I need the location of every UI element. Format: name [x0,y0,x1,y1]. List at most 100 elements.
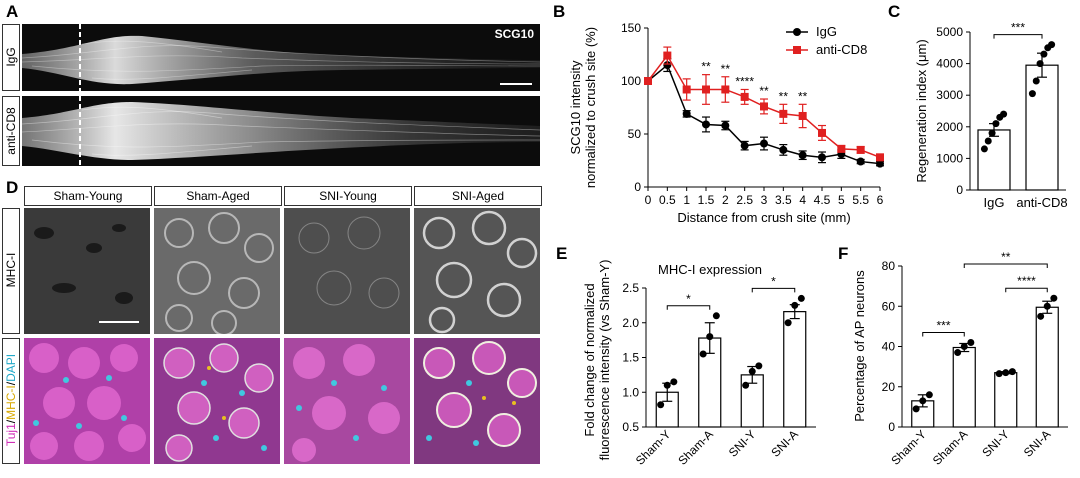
f-sig-label: *** [936,318,950,332]
c-y-axis-title: Regeneration index (μm) [914,39,929,182]
c-ytick-label: 5000 [936,25,963,39]
b-point-IgG [798,151,807,160]
b-xtick-label: 4.5 [814,193,831,207]
c-sig-bracket [993,34,1043,39]
e-ytick-label: 2.5 [622,281,639,295]
b-xtick-label: 2 [722,193,729,207]
e-datapoint [784,319,792,327]
row-label-box-merge [2,338,20,464]
f-ytick-label: 40 [882,340,896,354]
image-mhc-sni-aged [414,208,540,334]
b-point-anti-CD8 [876,153,884,162]
b-point-IgG [818,153,826,162]
e-bar [783,311,807,428]
f-bar [1035,306,1059,428]
e-sig-bracket [751,287,796,293]
c-datapoint [1028,90,1036,98]
b-legend-marker [793,46,801,54]
b-xtick-label: 5.5 [852,193,869,207]
image-mhc-sham-young [24,208,150,334]
label-mhc: MHC-I [4,385,18,420]
b-point-anti-CD8 [682,85,691,94]
e-ytick-label: 2.0 [622,316,639,330]
f-sig-label: ** [1001,250,1011,264]
b-y-axis-title-line: SCG10 intensity [568,60,583,154]
e-ytick-label: 1.0 [622,385,639,399]
b-point-anti-CD8 [702,85,710,94]
b-point-IgG [702,120,710,129]
b-x-axis-title: Distance from crush site (mm) [677,210,850,225]
e-sig-label: * [771,274,776,288]
label-tuj1: Tuj1 [4,423,18,447]
b-point-anti-CD8 [818,128,826,137]
b-point-anti-CD8 [856,145,865,154]
b-y-axis-title-line: normalized to crush site (%) [583,27,598,188]
panel-label-b: B [553,2,566,21]
row-label-igg: IgG [4,47,18,67]
f-bar [994,372,1018,428]
image-merge-sni-young [284,338,410,464]
panel-label-c: C [888,2,901,21]
b-legend-label: IgG [816,24,837,39]
f-ytick-label: 60 [882,299,896,313]
c-ytick-label: 1000 [936,151,963,165]
image-mhc-sni-young [284,208,410,334]
col-head-sni-aged: SNI-Aged [414,186,542,206]
f-datapoint [995,370,1003,378]
col-head-sham-aged: Sham-Aged [154,186,282,206]
row-label-box-anticd8 [2,96,20,166]
col-head-sni-young: SNI-Young [284,186,412,206]
f-xtick-label: SNI-A [1021,427,1054,460]
f-bar [952,346,976,428]
f-datapoint [1002,369,1010,377]
b-point-IgG [779,145,788,154]
f-sig-label: **** [1017,274,1036,288]
f-datapoint [1050,294,1058,302]
c-ytick-label: 2000 [936,120,963,134]
nerve-image-anticd8 [22,96,540,166]
panel-label-f: F [838,244,849,263]
e-xtick-label: Sham-A [675,427,716,468]
e-sig-label: * [686,292,691,306]
f-sig-bracket [922,331,965,337]
e-datapoint [748,367,756,375]
e-sig-bracket [666,305,711,310]
b-xtick-label: 0.5 [659,193,676,207]
panel-label-e: E [556,244,568,263]
e-xtick-label: SNI-Y [726,427,759,460]
c-datapoint [1032,77,1040,85]
e-datapoint [670,378,678,386]
c-datapoint [1036,60,1044,68]
label-sep-1: / [4,419,18,424]
e-title: MHC-I expression [658,262,762,277]
c-ytick-label: 0 [956,183,963,197]
b-point-IgG [721,121,730,130]
b-ytick-label: 150 [621,21,641,35]
c-datapoint [984,137,992,145]
f-datapoint [919,397,927,405]
b-point-IgG [663,61,672,70]
b-xtick-label: 2.5 [736,193,753,207]
f-datapoint [1037,312,1045,320]
row-label-box-mhc [2,208,20,334]
c-datapoint [980,145,988,153]
e-datapoint [657,401,665,409]
b-y-axis-title: SCG10 intensitynormalized to crush site … [568,27,598,188]
e-datapoint [706,333,714,341]
b-significance: ** [701,60,711,74]
b-point-IgG [740,141,749,150]
c-bar [977,129,1011,191]
row-label-anticd8: anti-CD8 [4,107,18,155]
e-datapoint [742,381,750,389]
b-xtick-label: 5 [838,193,845,207]
row-label-merge: Tuj1/MHC-I/DAPI [4,350,18,450]
e-ytick-label: 0.5 [622,420,639,434]
chart-c-regeneration-index: 0 1000 2000 3000 4000 5000 IgG anti-CD8 *** Regen… [914,21,1068,210]
e-datapoint [712,312,720,320]
label-dapi: DAPI [4,353,18,382]
b-point-anti-CD8 [740,92,749,101]
f-datapoint [1008,368,1016,376]
f-datapoint [960,343,968,350]
b-xtick-label: 1 [683,193,690,207]
